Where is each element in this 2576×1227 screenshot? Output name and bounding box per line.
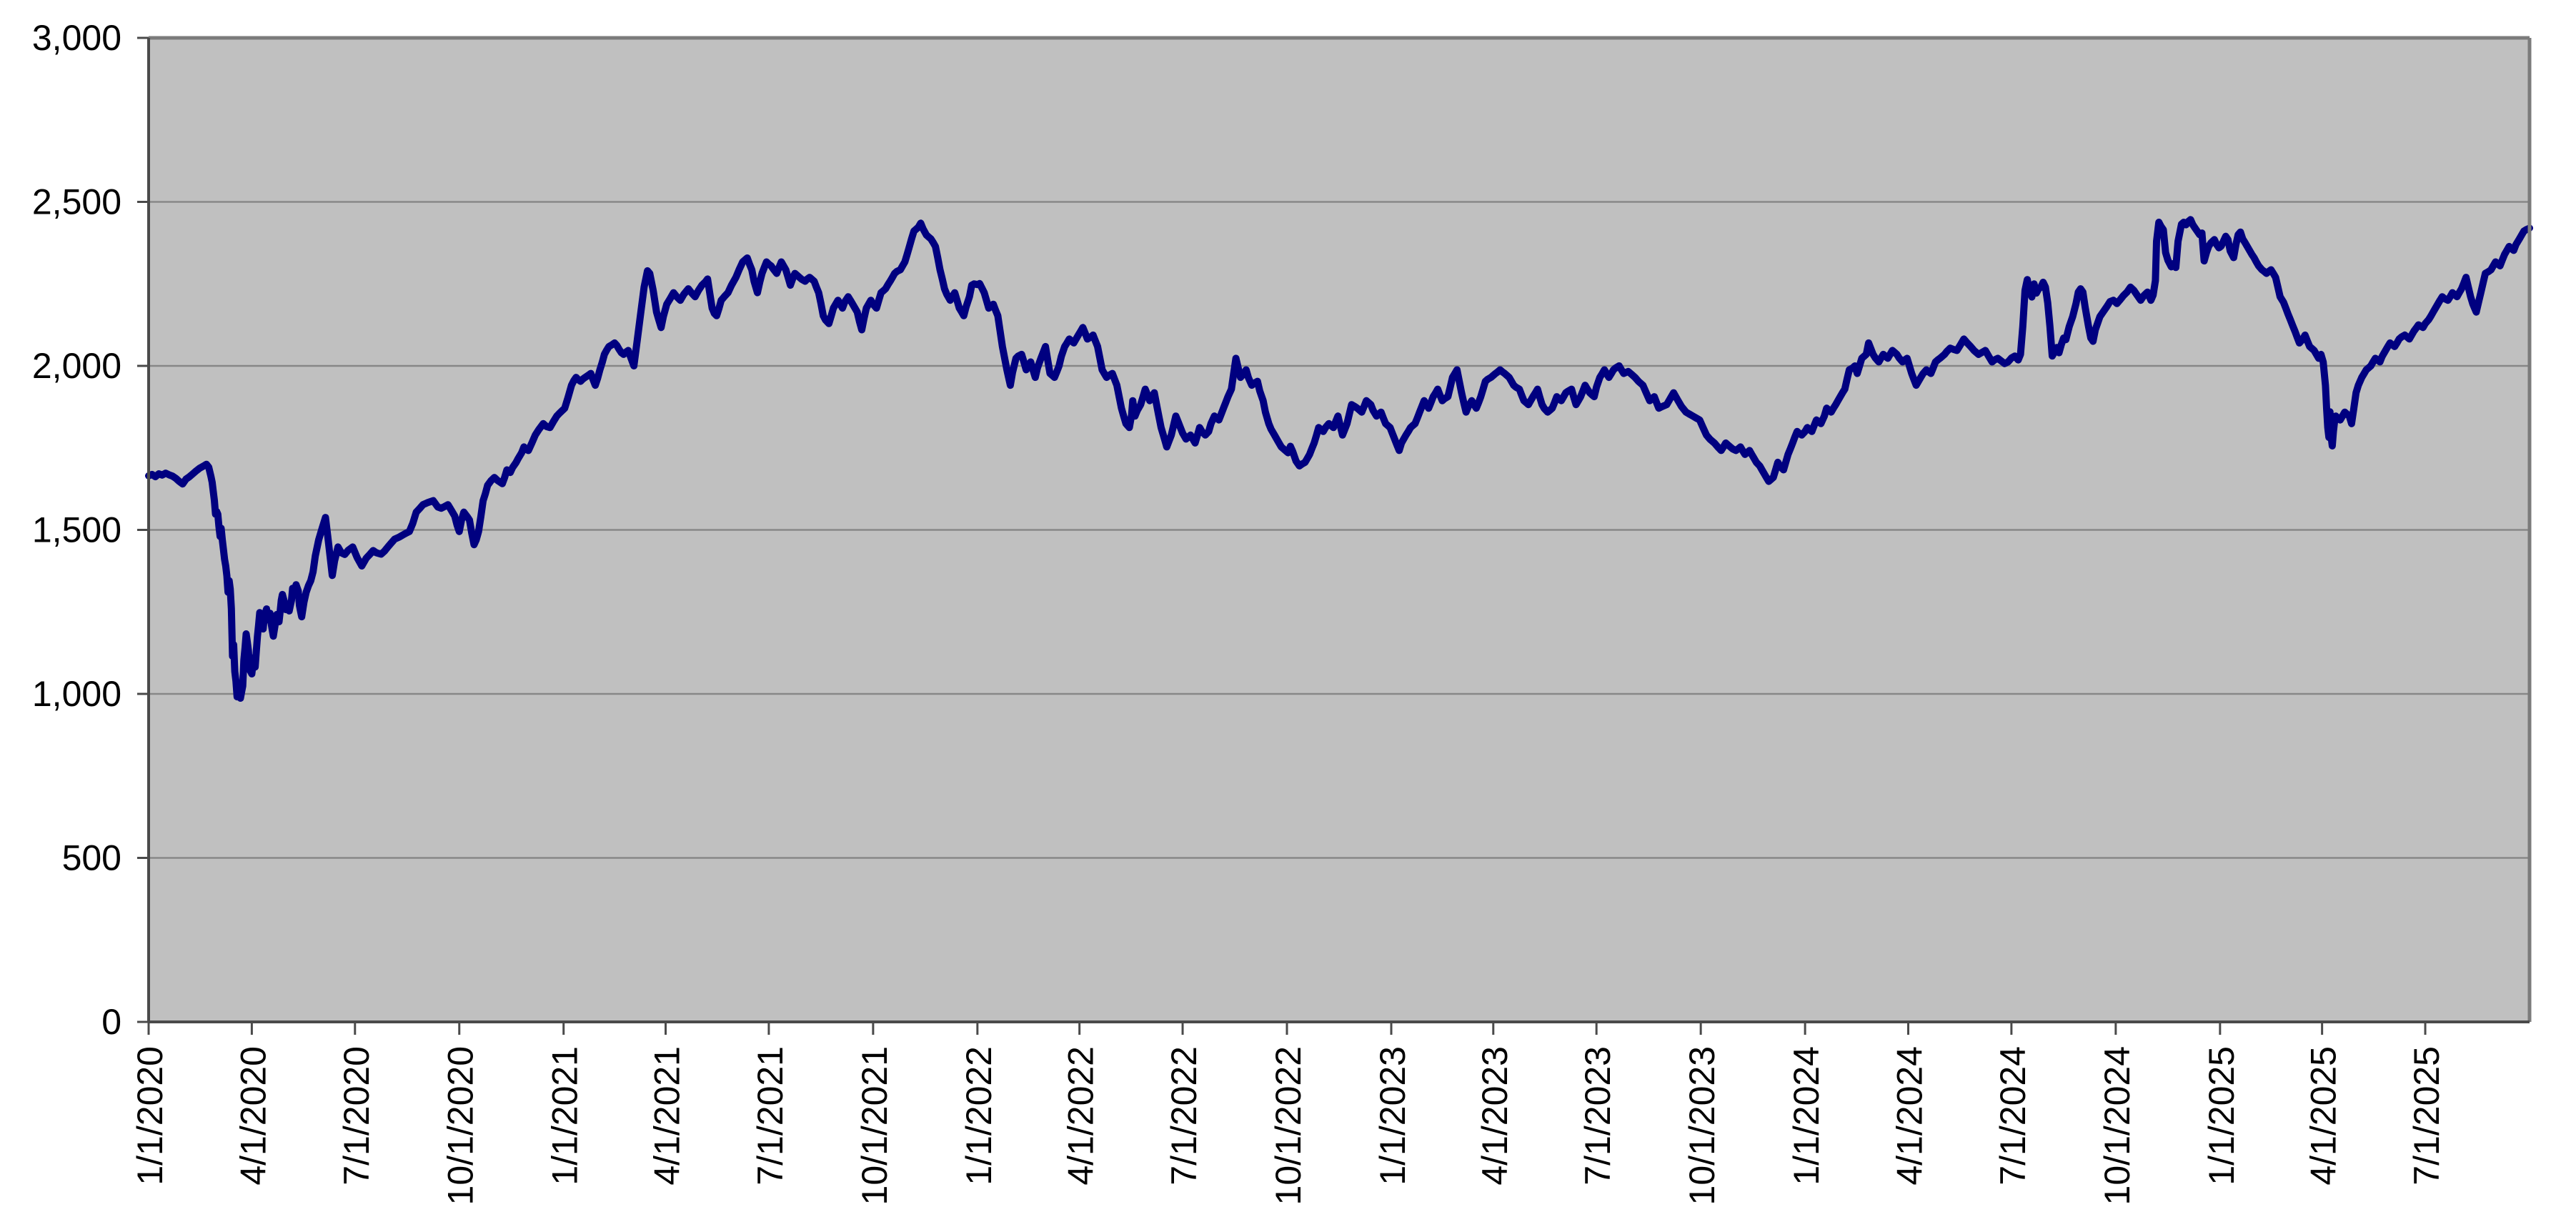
x-tick-label-4/1/2024: 4/1/2024 <box>1890 1046 1930 1186</box>
x-tick-label-10/1/2020: 10/1/2020 <box>441 1046 481 1205</box>
x-tick-label-7/1/2024: 7/1/2024 <box>1993 1046 2033 1186</box>
x-tick-label-1/1/2022: 1/1/2022 <box>959 1046 999 1186</box>
x-tick-label-4/1/2023: 4/1/2023 <box>1475 1046 1515 1186</box>
y-tick-label-500: 500 <box>62 838 121 878</box>
x-tick-label-4/1/2020: 4/1/2020 <box>233 1046 273 1186</box>
x-tick-label-1/1/2023: 1/1/2023 <box>1373 1046 1413 1186</box>
y-tick-label-3000: 3,000 <box>32 18 121 58</box>
x-tick-label-1/1/2021: 1/1/2021 <box>545 1046 585 1186</box>
price-series <box>145 216 2533 702</box>
x-tick-label-1/1/2024: 1/1/2024 <box>1786 1046 1826 1186</box>
x-tick-label-10/1/2021: 10/1/2021 <box>855 1046 895 1205</box>
x-tick-label-1/1/2025: 1/1/2025 <box>2202 1046 2242 1186</box>
x-tick-label-7/1/2021: 7/1/2021 <box>750 1046 790 1186</box>
x-tick-label-7/1/2022: 7/1/2022 <box>1164 1046 1204 1186</box>
y-tick-label-0: 0 <box>101 1002 121 1042</box>
x-tick-label-10/1/2022: 10/1/2022 <box>1268 1046 1308 1205</box>
x-tick-label-1/1/2020: 1/1/2020 <box>130 1046 170 1186</box>
x-tick-label-10/1/2024: 10/1/2024 <box>2097 1046 2137 1205</box>
y-tick-label-1000: 1,000 <box>32 674 121 714</box>
y-tick-label-1500: 1,500 <box>32 510 121 550</box>
x-tick-label-4/1/2021: 4/1/2021 <box>647 1046 687 1186</box>
x-tick-label-10/1/2023: 10/1/2023 <box>1682 1046 1722 1205</box>
y-tick-label-2000: 2,000 <box>32 346 121 386</box>
x-axis: 1/1/2020 4/1/2020 7/1/2020 10/1/2020 1/1/202… <box>130 1022 2447 1205</box>
gridlines <box>149 201 2530 859</box>
x-tick-label-4/1/2025: 4/1/2025 <box>2304 1046 2344 1186</box>
x-tick-label-7/1/2020: 7/1/2020 <box>337 1046 377 1186</box>
y-axis: 0 500 1,000 1,500 2,000 2,500 3,000 <box>32 18 149 1042</box>
y-tick-label-2500: 2,500 <box>32 182 121 222</box>
x-tick-label-7/1/2023: 7/1/2023 <box>1578 1046 1618 1186</box>
x-tick-label-7/1/2025: 7/1/2025 <box>2407 1046 2447 1186</box>
price-series-line-price <box>145 216 2533 702</box>
x-tick-label-4/1/2022: 4/1/2022 <box>1061 1046 1101 1186</box>
